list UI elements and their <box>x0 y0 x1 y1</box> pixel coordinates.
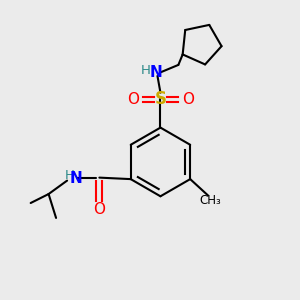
Text: H: H <box>65 169 75 182</box>
Text: O: O <box>93 202 105 217</box>
Text: H: H <box>141 64 151 77</box>
Text: O: O <box>182 92 194 107</box>
Text: CH₃: CH₃ <box>200 194 221 207</box>
Text: N: N <box>150 65 162 80</box>
Text: S: S <box>154 90 166 108</box>
Text: N: N <box>70 171 83 186</box>
Text: O: O <box>127 92 139 107</box>
